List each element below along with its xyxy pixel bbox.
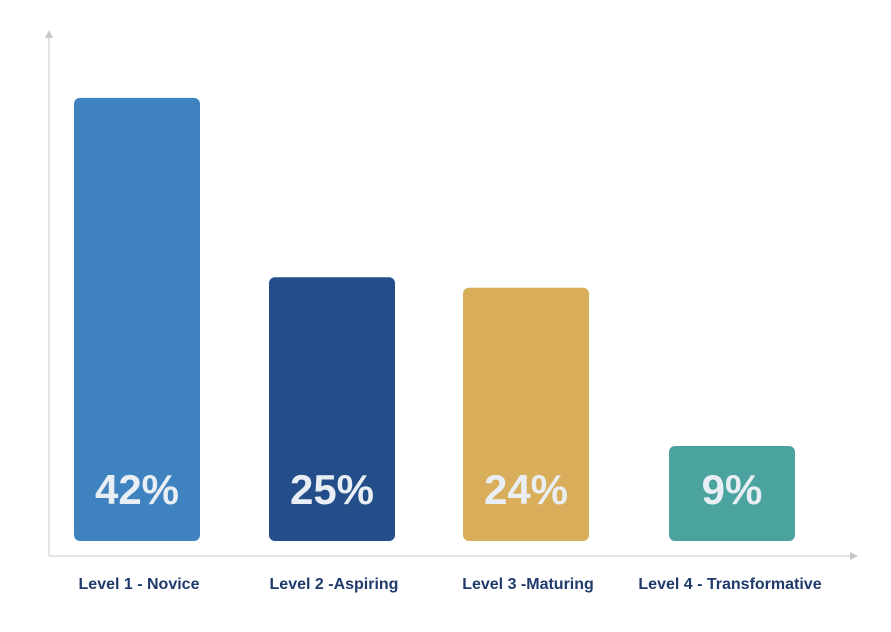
axes	[45, 30, 858, 560]
bar-value-label: 25%	[290, 466, 374, 513]
bar-value-label: 24%	[484, 466, 568, 513]
category-label: Level 3 -Maturing	[462, 576, 594, 593]
y-axis-arrow	[45, 30, 53, 38]
bar-value-label: 9%	[702, 466, 763, 513]
x-axis-arrow	[850, 552, 858, 560]
bar	[269, 277, 395, 541]
data-labels-group: 42% 25% 24% 9%	[95, 466, 762, 513]
category-labels-group: Level 1 - Novice Level 2 -Aspiring Level 3…	[79, 576, 822, 593]
category-label: Level 1 - Novice	[79, 576, 200, 593]
bar	[74, 97, 200, 542]
bar-value-label: 42%	[95, 466, 179, 513]
bar	[463, 287, 589, 541]
bars-group	[74, 97, 795, 542]
category-label: Level 4 - Transformative	[638, 576, 821, 593]
bar	[669, 446, 795, 541]
category-label: Level 2 -Aspiring	[270, 576, 399, 593]
